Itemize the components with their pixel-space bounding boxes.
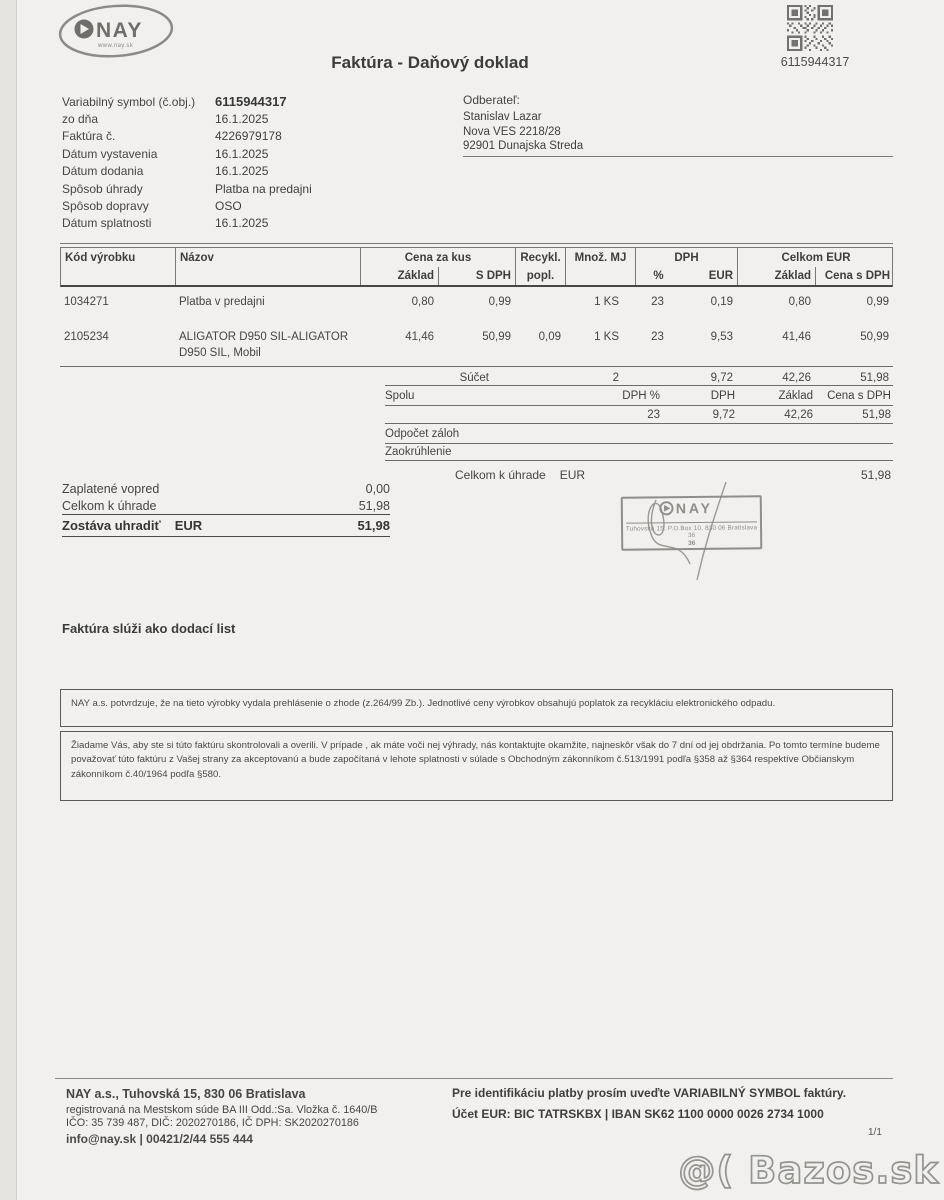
subcol-total-with-vat: Cena s DPH xyxy=(824,270,890,282)
qr-number: 6115944317 xyxy=(780,55,850,69)
nay-logo: NAY www.nay.sk xyxy=(56,2,176,69)
rounding-row: Zaokrúhlenie xyxy=(385,444,893,461)
meta-row: Faktúra č. 4226979178 xyxy=(62,129,282,144)
stamp-number: 36 xyxy=(688,539,696,548)
qr-code-icon xyxy=(787,5,833,56)
customer-city: 92901 Dunajska Streda xyxy=(463,140,584,152)
delivery-note: Faktúra slúži ako dodací list xyxy=(62,621,236,636)
table-header: Kód výrobku Názov Cena za kus Recykl. Mn… xyxy=(60,248,893,287)
company-stamp: NAY Tuhovská 15, P.O.Box 10, 830 06 Brat… xyxy=(620,495,763,551)
total-due-label: Celkom k úhrade xyxy=(455,468,546,482)
scan-edge-shadow xyxy=(0,0,17,1200)
stamp-address: Tuhovská 15, P.O.Box 10, 830 06 Bratisla… xyxy=(625,524,758,540)
col-header-code: Kód výrobku xyxy=(61,248,176,267)
terms-note-box: Žiadame Vás, aby ste si túto faktúru sko… xyxy=(60,731,893,801)
meta-row: Dátum vystavenia 16.1.2025 xyxy=(62,146,269,161)
deduction-row: Odpočet záloh xyxy=(385,424,893,444)
bazos-watermark: @( Bazos.sk xyxy=(678,1148,939,1193)
footer-bank-account: Účet EUR: BIC TATRSKBX | IBAN SK62 1100 … xyxy=(452,1107,824,1121)
invoice-meta: Variabilný symbol (č.obj.) 6115944317 zo … xyxy=(62,93,312,232)
sum-label: Súčet xyxy=(459,372,489,384)
meta-row: zo dňa 16.1.2025 xyxy=(62,112,269,127)
customer-name: Stanislav Lazar xyxy=(463,111,542,123)
payment-summary: Zaplatené vopred 0,00 Celkom k úhrade 51… xyxy=(62,480,390,537)
col-header-unit-price: Cena za kus xyxy=(361,248,516,267)
meta-row: Variabilný symbol (č.obj.) 6115944317 xyxy=(62,94,287,110)
footer-payment-note: Pre identifikáciu platby prosím uveďte V… xyxy=(452,1086,847,1100)
subcol-vat-pct: % xyxy=(653,270,664,282)
total-row: Celkom k úhrade 51,98 xyxy=(62,498,390,513)
col-header-recycle: Recykl. xyxy=(516,248,566,267)
meta-row: Spôsob úhrady Platba na predajni xyxy=(62,181,312,196)
item-name: ALIGATOR D950 SIL-ALIGATOR D950 SIL, Mob… xyxy=(179,331,349,359)
footer-contact: info@nay.sk | 00421/2/44 555 444 xyxy=(66,1132,253,1146)
amount-due-row: Zostáva uhradiť EUR 51,98 xyxy=(62,514,390,537)
subcol-recycle-fee: popl. xyxy=(516,267,566,285)
footer-registration: registrovaná na Mestskom súde BA III Odd… xyxy=(66,1104,378,1116)
col-header-qty: Množ. MJ xyxy=(566,248,636,267)
svg-text:NAY: NAY xyxy=(675,500,712,516)
footer-divider xyxy=(55,1078,893,1079)
footer-company: NAY a.s., Tuhovská 15, 830 06 Bratislava xyxy=(66,1087,306,1101)
total-due-row: Celkom k úhrade EUR 51,98 xyxy=(385,461,893,482)
page-indicator: 1/1 xyxy=(868,1127,882,1138)
table-row: 1034271 Platba v predajni 0,80 0,99 1 KS… xyxy=(60,296,893,330)
col-header-vat: DPH xyxy=(636,248,738,267)
item-code: 2105234 xyxy=(64,331,109,343)
col-header-total: Celkom EUR xyxy=(781,251,851,264)
vat-summary-values: 23 9,72 42,26 51,98 xyxy=(385,406,893,424)
footer-company-ids: IČO: 35 739 487, DIČ: 2020270186, IČ DPH… xyxy=(66,1117,359,1129)
customer-block: Odberateľ: Stanislav Lazar Nova VES 2218… xyxy=(463,93,583,154)
table-top-rule xyxy=(60,243,893,248)
meta-row: Dátum splatnosti 16.1.2025 xyxy=(62,216,269,231)
item-code: 1034271 xyxy=(64,296,109,308)
customer-divider xyxy=(463,156,893,157)
meta-row: Dátum dodania 16.1.2025 xyxy=(62,164,269,179)
conformity-note-box: NAY a.s. potvrdzuje, že na tieto výrobky… xyxy=(60,689,893,727)
prepaid-row: Zaplatené vopred 0,00 xyxy=(62,481,390,496)
vat-summary-header: Spolu DPH % DPH Základ Cena s DPH xyxy=(385,385,893,406)
table-row: 2105234 ALIGATOR D950 SIL-ALIGATOR D950 … xyxy=(60,330,893,366)
customer-address: Nova VES 2218/28 xyxy=(463,125,561,138)
subcol-vat-eur: EUR xyxy=(681,267,738,285)
sum-row: Súčet 2 9,72 42,26 51,98 xyxy=(60,366,893,394)
currency-label: EUR xyxy=(559,468,586,482)
subcol-total-base: Základ xyxy=(738,267,816,285)
variable-symbol-value: 6115944317 xyxy=(215,94,287,110)
subcol-base: Základ xyxy=(361,267,439,285)
subcol-with-vat: S DPH xyxy=(439,267,516,285)
item-name: Platba v predajni xyxy=(179,296,265,308)
logo-text: NAY xyxy=(96,19,143,42)
logo-url: www.nay.sk xyxy=(97,43,134,49)
customer-heading: Odberateľ: xyxy=(463,93,520,107)
col-header-name: Názov xyxy=(176,248,361,267)
total-due-value: 51,98 xyxy=(860,468,891,482)
vat-summary: Spolu DPH % DPH Základ Cena s DPH 23 9,7… xyxy=(385,385,893,482)
stamp-logo: NAY xyxy=(658,500,712,516)
invoice-title: Faktúra - Daňový doklad xyxy=(331,53,529,72)
meta-row: Spôsob dopravy OSO xyxy=(62,199,242,214)
items-table: Kód výrobku Názov Cena za kus Recykl. Mn… xyxy=(60,243,893,394)
